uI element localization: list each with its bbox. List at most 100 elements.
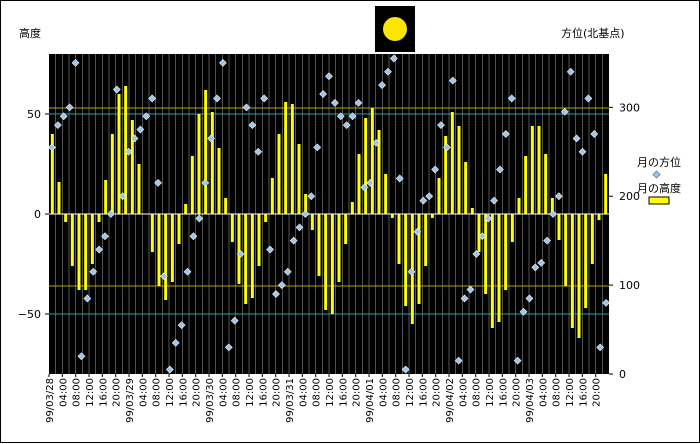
altitude-bar (110, 134, 114, 214)
left-axis-ticks: −50 0 50 (18, 108, 49, 321)
altitude-bar (464, 162, 468, 214)
azimuth-point (65, 103, 74, 112)
altitude-bar (84, 214, 88, 290)
azimuth-point (566, 67, 575, 76)
azimuth-point (460, 294, 469, 303)
x-tick-label: 99/03/30 (205, 378, 216, 423)
altitude-bar (204, 90, 208, 214)
altitude-bar (150, 214, 154, 252)
azimuth-point (454, 356, 463, 365)
altitude-bar (337, 214, 341, 282)
altitude-bar (557, 214, 561, 240)
x-tick-label: 12:00 (405, 378, 416, 407)
altitude-bar (597, 214, 601, 220)
azimuth-point (342, 121, 351, 130)
altitude-bar (117, 94, 121, 214)
azimuth-point (112, 85, 121, 94)
azimuth-point (437, 121, 445, 130)
x-tick-label: 08:00 (312, 378, 323, 407)
altitude-bar (544, 154, 548, 214)
x-tick-label: 99/03/28 (45, 378, 56, 423)
altitude-bar (284, 102, 288, 214)
altitude-bar (510, 214, 514, 242)
x-tick-label: 20:00 (192, 378, 203, 407)
azimuth-point (295, 223, 304, 232)
x-tick-label: 99/04/01 (365, 378, 376, 423)
x-tick-label: 12:00 (245, 378, 256, 407)
altitude-bar (177, 214, 181, 244)
azimuth-point (401, 365, 410, 374)
azimuth-point (360, 183, 369, 192)
azimuth-point (419, 196, 428, 205)
x-tick-label: 16:00 (178, 378, 189, 407)
x-tick-label: 04:00 (538, 378, 549, 407)
altitude-bar (570, 214, 574, 328)
azimuth-point (543, 236, 551, 245)
legend-marker-azimuth (652, 170, 661, 179)
legend-marker-altitude (648, 196, 670, 205)
right-tick-label: 300 (619, 101, 640, 114)
azimuth-point (260, 94, 269, 103)
altitude-bar (584, 214, 588, 308)
azimuth-point (207, 134, 215, 143)
azimuth-point (537, 258, 546, 267)
azimuth-point (584, 94, 593, 103)
altitude-bar (124, 86, 128, 214)
azimuth-point (443, 143, 451, 152)
altitude-bar (297, 144, 301, 214)
azimuth-point (425, 192, 434, 201)
azimuth-point (407, 267, 416, 276)
altitude-bar (264, 214, 268, 222)
left-tick-label: 50 (27, 108, 41, 121)
altitude-bar (157, 214, 161, 286)
altitude-bar (197, 114, 201, 214)
azimuth-point (336, 112, 345, 121)
altitude-bar (564, 214, 568, 286)
reference-lines (49, 107, 609, 315)
azimuth-point (272, 290, 280, 298)
azimuth-point (578, 147, 587, 156)
azimuth-point (372, 138, 381, 147)
altitude-bar (244, 214, 248, 304)
azimuth-point (289, 236, 298, 245)
x-tick-label: 08:00 (232, 378, 243, 407)
altitude-bar (237, 214, 241, 284)
azimuth-point (472, 250, 481, 258)
azimuth-point (525, 294, 534, 303)
x-tick-label: 20:00 (352, 378, 363, 407)
altitude-bar (164, 214, 168, 300)
azimuth-point (596, 343, 605, 352)
x-tick-label: 16:00 (338, 378, 349, 407)
azimuth-point (490, 196, 498, 205)
x-tick-label: 04:00 (138, 378, 149, 407)
altitude-bar (77, 214, 81, 290)
azimuth-point (277, 281, 286, 290)
altitude-bar (170, 214, 174, 282)
x-tick-label: 99/04/03 (525, 378, 536, 423)
x-tick-label: 16:00 (258, 378, 269, 407)
azimuth-point (496, 165, 504, 174)
altitude-bar (184, 204, 188, 214)
azimuth-point (590, 130, 599, 138)
azimuth-point (560, 107, 569, 116)
azimuth-point (307, 192, 316, 201)
altitude-bar (104, 180, 108, 214)
azimuth-point (95, 245, 103, 254)
altitude-bar (477, 214, 481, 252)
azimuth-point (319, 90, 327, 98)
azimuth-point (171, 338, 180, 347)
altitude-bar (137, 164, 141, 214)
altitude-bar (524, 156, 528, 214)
altitude-bar (364, 118, 368, 214)
right-axis-title: 方位(北基点) (561, 26, 625, 40)
azimuth-point (130, 134, 139, 143)
x-tick-label: 08:00 (72, 378, 83, 407)
azimuth-point (283, 267, 292, 276)
x-tick-label: 04:00 (458, 378, 469, 407)
azimuth-point (230, 316, 239, 325)
azimuth-point (555, 192, 563, 201)
azimuth-point (154, 178, 162, 187)
altitude-bar (390, 214, 394, 218)
